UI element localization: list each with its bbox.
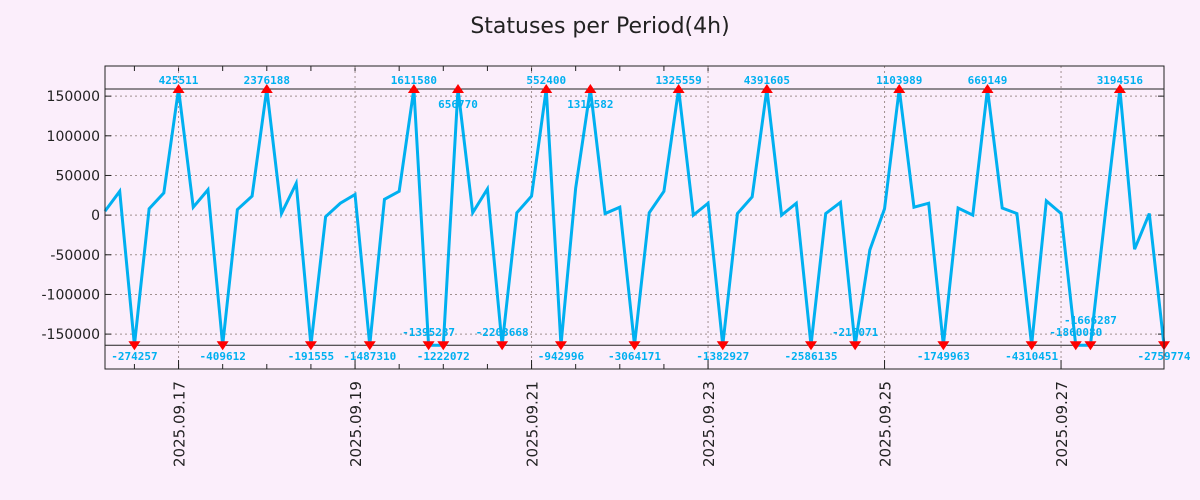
clipped-high-label: 4391605 (744, 74, 790, 87)
clipped-high-label: 669149 (968, 74, 1008, 87)
clipped-high-label: 1317582 (567, 98, 613, 111)
clipped-low-label: -4310451 (1005, 350, 1058, 363)
clipped-low-marker (628, 341, 641, 351)
clipped-high-marker (172, 84, 185, 94)
clipped-low-marker (496, 341, 509, 351)
clipped-low-label: -942996 (538, 350, 585, 363)
clipped-low-marker (1084, 341, 1097, 351)
clipped-low-label: -1666287 (1064, 314, 1117, 327)
clipped-high-marker (584, 84, 597, 94)
clipped-low-marker (716, 341, 729, 351)
clipped-high-label: 1103989 (876, 74, 922, 87)
clipped-low-label: -1487310 (343, 350, 396, 363)
y-tick-label: 100000 (47, 129, 100, 145)
clipped-low-label: -2586135 (785, 350, 838, 363)
clipped-low-marker (1025, 341, 1038, 351)
clipped-high-marker (981, 84, 994, 94)
y-tick-label: -100000 (42, 287, 101, 303)
clipped-low-marker (437, 341, 450, 351)
clipped-low-label: -1382927 (696, 350, 749, 363)
clipped-high-marker (760, 84, 773, 94)
clipped-high-label: 552400 (526, 74, 566, 87)
clipped-low-label: -274257 (111, 350, 157, 363)
clipped-low-marker (363, 341, 376, 351)
x-tick-label: 2025.09.21 (524, 381, 542, 467)
clipped-low-label: -1860080 (1049, 326, 1102, 339)
clipped-high-marker (407, 84, 420, 94)
clipped-low-label: -409612 (199, 350, 245, 363)
y-tick-label: 50000 (55, 168, 100, 184)
y-tick-label: 0 (91, 208, 100, 224)
y-tick-label: -50000 (50, 248, 100, 264)
clipped-low-marker (422, 341, 435, 351)
clipped-low-marker (128, 341, 141, 351)
clipped-high-label: 2376188 (244, 74, 290, 87)
clipped-high-marker (540, 84, 553, 94)
x-tick-label: 2025.09.17 (171, 381, 189, 467)
x-tick-label: 2025.09.25 (877, 381, 895, 467)
clipped-low-marker (849, 341, 862, 351)
clipped-low-label: -191555 (288, 350, 334, 363)
clipped-high-marker (893, 84, 906, 94)
clipped-low-marker (937, 341, 950, 351)
plot-frame (104, 65, 1165, 370)
clipped-low-marker (1069, 341, 1082, 351)
clipped-low-marker (805, 341, 817, 351)
x-tick-label: 2025.09.19 (347, 381, 365, 467)
chart-title: Statuses per Period(4h) (470, 14, 730, 39)
clipped-high-marker (672, 84, 685, 94)
clipped-low-label: -2203668 (476, 326, 529, 339)
clipped-high-marker (452, 84, 464, 94)
clipped-low-label: -1749963 (917, 350, 970, 363)
series-line (103, 88, 1166, 347)
clipped-high-label: 1611580 (391, 74, 437, 87)
clipped-low-label: -218071 (832, 326, 879, 339)
clipped-low-marker (216, 341, 229, 351)
clipped-low-marker (554, 341, 567, 351)
y-tick-label: -150000 (42, 327, 101, 343)
clipped-low-label: -3064171 (608, 350, 661, 363)
clipped-high-label: 425511 (159, 74, 199, 87)
clipped-high-label: 3194516 (1097, 74, 1144, 87)
clipped-high-marker (260, 84, 273, 94)
clipped-high-label: 1325559 (655, 74, 701, 87)
x-tick-label: 2025.09.27 (1053, 381, 1071, 467)
clipped-high-label: 656770 (438, 98, 478, 111)
clipped-low-marker (304, 341, 317, 351)
x-tick-label: 2025.09.23 (700, 381, 718, 467)
y-tick-label: 150000 (47, 89, 100, 105)
clipped-low-label: -1395287 (402, 326, 455, 339)
clipped-high-marker (1113, 84, 1126, 94)
clipped-low-label: -1222072 (417, 350, 470, 363)
